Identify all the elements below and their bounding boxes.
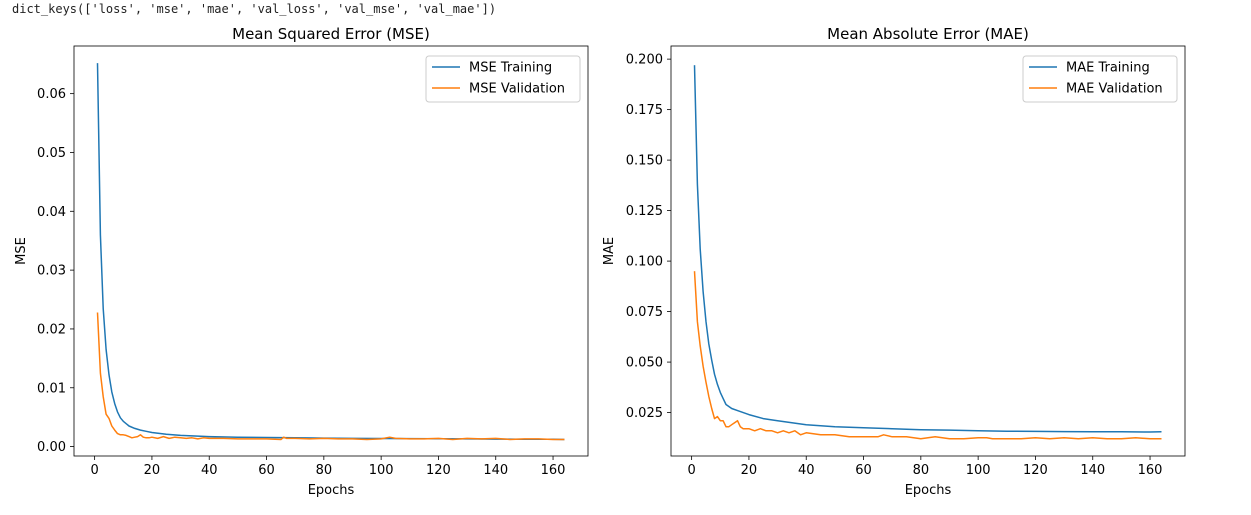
x-tick-label: 80 <box>316 463 333 478</box>
legend-box <box>425 55 581 103</box>
y-tick-label: 0.06 <box>37 87 66 102</box>
x-tick-label: 160 <box>541 463 566 478</box>
series-line-validation <box>96 312 565 441</box>
chart-title: Mean Squared Error (MSE) <box>232 25 430 43</box>
legend-label-training: MSE Training <box>469 61 552 76</box>
chart-title: Mean Absolute Error (MAE) <box>827 25 1029 43</box>
y-tick-label: 0.02 <box>37 322 66 337</box>
x-tick-label: 120 <box>1023 463 1048 478</box>
y-tick-label: 0.00 <box>37 440 66 455</box>
x-tick-label: 40 <box>201 463 218 478</box>
x-tick-label: 0 <box>90 463 98 478</box>
x-axis-label: Epochs <box>905 483 952 498</box>
y-tick-label: 0.05 <box>37 146 66 161</box>
y-tick-label: 0.01 <box>37 381 66 396</box>
x-tick-label: 120 <box>426 463 451 478</box>
y-tick-label: 0.075 <box>626 305 663 320</box>
chart-panel-2: 0 20 40 60 80 100 120 140 160 0.025 0.050 0.075 0.10… <box>602 25 1186 498</box>
x-tick-label: 100 <box>966 463 991 478</box>
y-tick-label: 0.200 <box>626 53 663 68</box>
x-tick-label: 160 <box>1138 463 1163 478</box>
legend-label-validation: MSE Validation <box>469 82 565 97</box>
x-axis-label: Epochs <box>308 483 355 498</box>
y-tick-label: 0.025 <box>626 406 663 421</box>
y-tick-label: 0.150 <box>626 154 663 169</box>
y-axis-label: MAE <box>602 237 617 265</box>
x-tick-label: 20 <box>741 463 758 478</box>
x-tick-label: 20 <box>144 463 161 478</box>
legend: MSE Training MSE Validation <box>425 55 581 103</box>
cell-output-text: dict_keys(['loss', 'mse', 'mae', 'val_lo… <box>12 2 497 16</box>
y-axis-label: MSE <box>14 237 29 265</box>
x-tick-label: 80 <box>913 463 930 478</box>
series-line-validation <box>693 271 1162 440</box>
x-tick-label: 40 <box>798 463 815 478</box>
x-tick-label: 140 <box>1080 463 1105 478</box>
x-tick-label: 0 <box>687 463 695 478</box>
x-tick-label: 60 <box>855 463 872 478</box>
x-tick-label: 140 <box>483 463 508 478</box>
x-tick-label: 100 <box>369 463 394 478</box>
y-tick-label: 0.04 <box>37 205 66 220</box>
legend: MAE Training MAE Validation <box>1022 55 1178 103</box>
legend-box <box>1022 55 1178 103</box>
y-tick-label: 0.03 <box>37 264 66 279</box>
axes-frame <box>73 45 589 457</box>
y-tick-label: 0.100 <box>626 255 663 270</box>
y-tick-label: 0.125 <box>626 204 663 219</box>
y-tick-label: 0.175 <box>626 103 663 118</box>
series-line-training <box>693 65 1162 433</box>
legend-label-training: MAE Training <box>1066 61 1150 76</box>
axes-frame <box>670 45 1186 457</box>
chart-panel-1: 0 20 40 60 80 100 120 140 160 0.00 0.01 0.02 0.03 0.0… <box>14 25 589 498</box>
legend-label-validation: MAE Validation <box>1066 82 1163 97</box>
x-tick-label: 60 <box>258 463 275 478</box>
series-line-training <box>96 63 565 441</box>
y-tick-label: 0.050 <box>626 356 663 371</box>
